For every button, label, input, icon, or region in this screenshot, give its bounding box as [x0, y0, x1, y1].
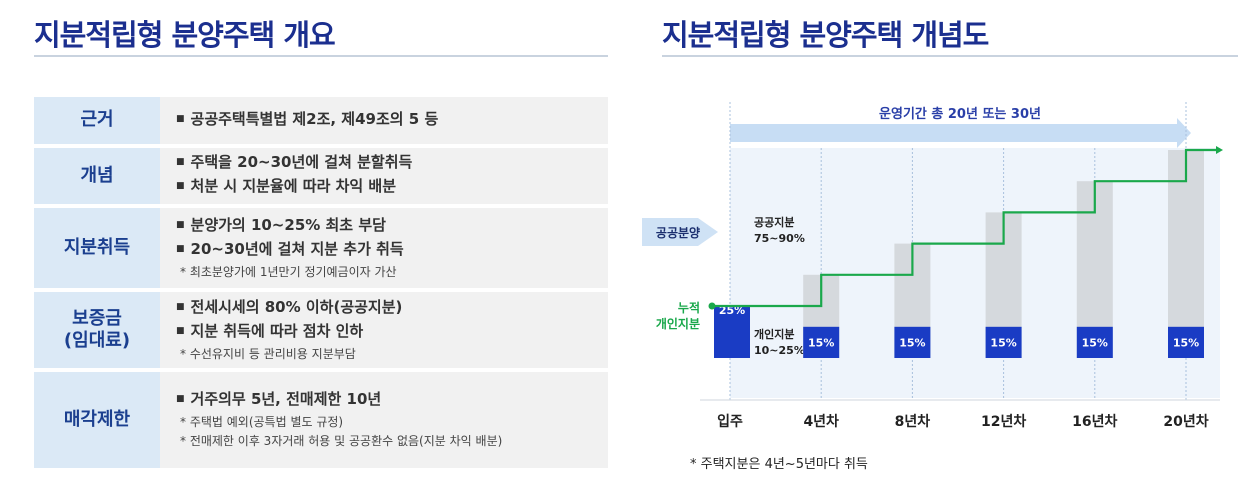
chart-footnote: * 주택지분은 4년~5년마다 취득 [690, 457, 868, 472]
public-share-range: 75~90% [754, 232, 805, 245]
cumulative-step-line [712, 148, 1216, 308]
category-label: 입주 [717, 414, 743, 430]
row-body-acquisition: 분양가의 10~25% 최초 부담 20~30년에 걸쳐 지분 추가 취득 * … [160, 208, 608, 288]
table-row-concept: 개념 주택을 20~30년에 걸쳐 분할취득 처분 시 지분율에 따라 차익 배… [34, 148, 608, 204]
concept-chart: 운영기간 총 20년 또는 30년 공공분양 공공지분 75~90% 누적 개인… [642, 102, 1223, 430]
public-arrow [642, 218, 718, 246]
cumulative-label-line2: 개인지분 [656, 316, 700, 331]
step-line-start-dot [708, 302, 716, 310]
overview-title: 지분적립형 분양주택 개요 [34, 18, 336, 52]
bullet-item: 공공주택특별법 제2조, 제49조의 5 등 [176, 109, 608, 133]
public-label: 공공분양 [656, 225, 700, 240]
cumulative-label-line1: 누적 [678, 300, 700, 315]
share-value-label: 15% [1082, 336, 1108, 349]
share-value-label: 25% [719, 304, 745, 317]
bullet-item: 지분 취득에 따라 점차 인하 [176, 321, 608, 345]
bullet-item: 거주의무 5년, 전매제한 10년 [176, 389, 608, 413]
share-bar [985, 326, 1022, 358]
category-label: 16년차 [1072, 414, 1117, 430]
row-body-resale: 거주의무 5년, 전매제한 10년 * 주택법 예외(공특법 별도 규정) * … [160, 372, 608, 468]
note-item: * 최초분양가에 1년만기 정기예금이자 가산 [180, 264, 397, 279]
personal-share-range: 10~25% [754, 344, 805, 357]
category-label: 20년차 [1163, 414, 1208, 430]
row-body-basis: 공공주택특별법 제2조, 제49조의 5 등 [160, 97, 608, 144]
row-header-basis: 근거 [34, 97, 160, 144]
share-bar [803, 326, 840, 358]
share-value-label: 15% [899, 336, 925, 349]
row-header-concept: 개념 [34, 148, 160, 204]
row-header-resale: 매각제한 [34, 372, 160, 468]
bullet-item: 처분 시 지분율에 따라 차익 배분 [176, 176, 608, 200]
row-header-acquisition: 지분취득 [34, 208, 160, 288]
cumulative-bar [1168, 150, 1204, 358]
bullet-item: 전세시세의 80% 이하(공공지분) [176, 297, 608, 321]
bullet-item: 20~30년에 걸쳐 지분 추가 취득 [176, 239, 608, 263]
table-row-resale: 매각제한 거주의무 5년, 전매제한 10년 * 주택법 예외(공특법 별도 규… [34, 372, 608, 468]
table-row-basis: 근거 공공주택특별법 제2조, 제49조의 5 등 [34, 97, 608, 144]
note-item: * 수선유지비 등 관리비용 지분부담 [180, 346, 356, 361]
share-bar [1168, 326, 1204, 358]
row-body-deposit: 전세시세의 80% 이하(공공지분) 지분 취득에 따라 점차 인하 * 수선유… [160, 292, 608, 368]
row-header-deposit: 보증금 (임대료) [34, 292, 160, 368]
chart-background [730, 148, 1220, 398]
public-share-label: 공공지분 [754, 215, 794, 229]
row-body-concept: 주택을 20~30년에 걸쳐 분할취득 처분 시 지분율에 따라 차익 배분 [160, 148, 608, 204]
share-bar [894, 326, 931, 358]
period-label: 운영기간 총 20년 또는 30년 [879, 106, 1041, 122]
note-item: * 주택법 예외(공특법 별도 규정) [180, 415, 344, 429]
step-line-arrowhead [1216, 146, 1223, 154]
chart-marks: 25% 입주 15% 4년차 15% 8년차 15% 12년차 15% 16년차 15% 20년차 [708, 146, 1223, 430]
personal-share-label: 개인지분 [754, 327, 794, 341]
table-row-deposit: 보증금 (임대료) 전세시세의 80% 이하(공공지분) 지분 취득에 따라 점… [34, 292, 608, 368]
table-row-acquisition: 지분취득 분양가의 10~25% 최초 부담 20~30년에 걸쳐 지분 추가 … [34, 208, 608, 288]
bullet-item: 분양가의 10~25% 최초 부담 [176, 215, 608, 239]
share-bar [714, 306, 750, 358]
overview-title-divider [34, 55, 608, 57]
concept-title-divider [662, 55, 1238, 57]
concept-diagram-title: 지분적립형 분양주택 개념도 [662, 18, 989, 52]
category-label: 12년차 [981, 414, 1026, 430]
share-value-label: 15% [808, 336, 834, 349]
share-value-label: 15% [990, 336, 1016, 349]
note-item: * 전매제한 이후 3자거래 허용 및 공공환수 없음(지분 차익 배분) [180, 434, 503, 448]
share-bar [1076, 326, 1113, 358]
bullet-item: 주택을 20~30년에 걸쳐 분할취득 [176, 152, 608, 176]
share-value-label: 15% [1173, 336, 1199, 349]
category-label: 8년차 [895, 414, 931, 430]
category-label: 4년차 [803, 414, 839, 430]
period-arrow [730, 118, 1191, 148]
